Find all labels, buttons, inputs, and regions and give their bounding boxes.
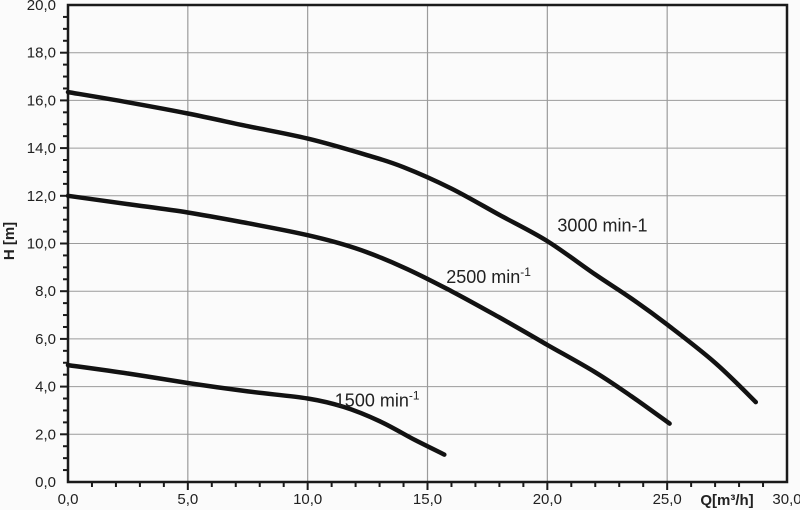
y-axis-title: H [m]	[1, 222, 18, 260]
curve-label-2500: 2500 min-1	[446, 265, 531, 287]
axis-tick-labels: 0,0 2,0 4,0 6,0 8,0 10,0 12,0 14,0 16,0 18,0 20,0 0…	[27, 0, 800, 508]
x-tick-label: 10,0	[293, 491, 322, 508]
x-tick-label: 20,0	[533, 491, 562, 508]
curve-labels: 3000 min-1 2500 min-1 1500 min-1	[335, 216, 648, 411]
y-tick-label: 14,0	[27, 140, 56, 157]
curve-1500-rpm	[65, 362, 447, 457]
x-tick-label: 30,0	[772, 491, 800, 508]
x-tick-label: 0,0	[58, 491, 79, 508]
y-tick-label: 16,0	[27, 92, 56, 109]
axis-ticks	[60, 15, 765, 490]
curve-label-3000: 3000 min-1	[557, 216, 647, 236]
pump-curves	[65, 89, 759, 457]
y-tick-label: 8,0	[35, 283, 56, 300]
y-tick-label: 10,0	[27, 236, 56, 253]
x-tick-label: 15,0	[413, 491, 442, 508]
y-tick-label: 2,0	[35, 426, 56, 443]
x-tick-label: 25,0	[653, 491, 682, 508]
x-axis-title: Q[m³/h]	[700, 492, 753, 509]
gridlines	[68, 5, 787, 482]
y-tick-label: 6,0	[35, 331, 56, 348]
y-tick-label: 4,0	[35, 379, 56, 396]
y-tick-label: 18,0	[27, 45, 56, 62]
y-tick-label: 20,0	[27, 0, 56, 14]
y-tick-label: 0,0	[35, 474, 56, 491]
y-tick-label: 12,0	[27, 188, 56, 205]
x-tick-label: 5,0	[177, 491, 198, 508]
curve-2500-rpm	[65, 193, 672, 426]
curve-label-1500: 1500 min-1	[335, 388, 420, 410]
curve-3000-rpm	[65, 89, 759, 405]
